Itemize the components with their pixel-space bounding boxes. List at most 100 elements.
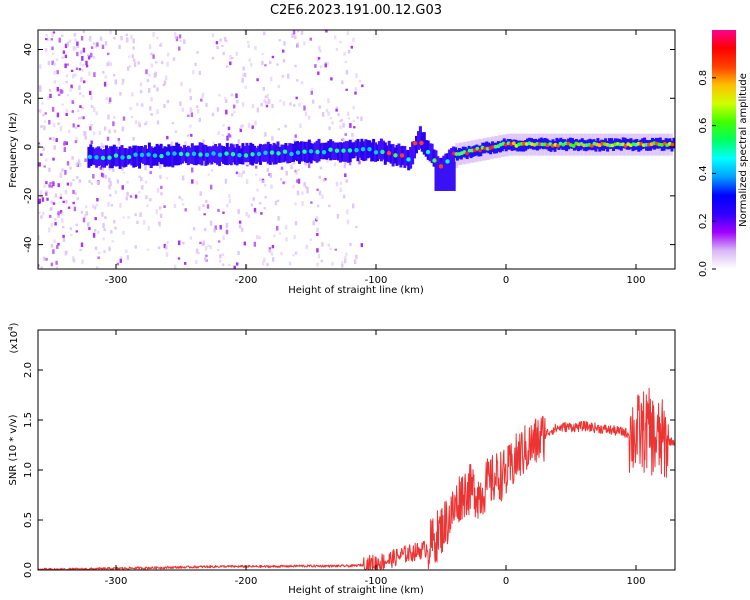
spectrogram-ridge bbox=[292, 143, 296, 162]
spectrogram-speckle bbox=[170, 141, 173, 147]
spectrogram-speckle bbox=[244, 85, 247, 89]
spectrogram-speckle bbox=[39, 64, 42, 69]
spectrogram-speckle bbox=[330, 77, 333, 81]
spectrogram-speckle bbox=[100, 142, 103, 148]
spectrogram-speckle bbox=[316, 188, 319, 191]
spectrogram-ridge bbox=[450, 161, 454, 191]
spectrogram-speckle bbox=[72, 73, 75, 79]
spectrogram-speckle bbox=[78, 117, 81, 120]
spectrogram-speckle bbox=[45, 38, 48, 41]
spectrogram-speckle bbox=[52, 181, 55, 187]
spectrogram-speckle bbox=[248, 58, 251, 62]
spectrogram-ridge bbox=[175, 142, 179, 166]
spectrogram-speckle bbox=[66, 41, 70, 47]
spectrogram-speckle bbox=[326, 157, 329, 163]
spectrogram-core bbox=[341, 148, 346, 153]
spectrogram-speckle bbox=[163, 243, 166, 249]
spectrogram-speckle bbox=[107, 52, 110, 56]
spectrogram-speckle bbox=[74, 192, 77, 195]
spectrogram-speckle bbox=[42, 256, 46, 261]
spectrogram-speckle bbox=[144, 122, 147, 126]
spectrogram-speckle bbox=[79, 105, 82, 108]
spectrogram-speckle bbox=[82, 94, 85, 98]
spectrogram-speckle bbox=[114, 79, 117, 85]
spectrogram-speckle bbox=[339, 125, 342, 130]
spectrogram-speckle bbox=[324, 61, 327, 64]
spectrogram-speckle bbox=[300, 31, 304, 35]
spectrogram-speckle bbox=[70, 84, 73, 89]
spectrogram-speckle bbox=[87, 55, 91, 60]
spectrogram-speckle bbox=[320, 65, 323, 69]
spectrogram-speckle bbox=[247, 122, 251, 128]
spectrogram-ridge bbox=[344, 141, 348, 162]
spectrogram-ridge bbox=[364, 139, 368, 161]
spectrogram-ridge bbox=[485, 141, 489, 153]
spectrogram-speckle bbox=[49, 207, 52, 211]
spectrogram-speckle bbox=[236, 99, 239, 104]
spectrogram-core bbox=[540, 142, 545, 147]
spectrogram-speckle bbox=[43, 184, 46, 188]
spectrogram-speckle bbox=[77, 124, 80, 128]
spectrogram-speckle bbox=[126, 37, 129, 43]
spectrogram-speckle bbox=[166, 61, 169, 67]
spectrogram-speckle bbox=[79, 92, 82, 95]
spectrogram-speckle bbox=[95, 204, 98, 207]
spectrogram-speckle bbox=[290, 164, 293, 170]
spectrogram-speckle bbox=[90, 140, 93, 144]
spectrogram-ridge bbox=[311, 143, 315, 161]
spectrogram-speckle bbox=[235, 171, 239, 175]
spectrogram-speckle bbox=[109, 30, 112, 35]
spectrogram-core bbox=[185, 152, 190, 157]
spectrogram-core bbox=[204, 152, 210, 157]
spectrogram-speckle bbox=[50, 244, 54, 248]
spectrogram-speckle bbox=[88, 71, 91, 76]
spectrogram-speckle bbox=[312, 220, 315, 226]
spectrogram-speckle bbox=[146, 79, 150, 83]
spectrogram-speckle bbox=[235, 51, 238, 56]
spectrogram-speckle bbox=[43, 125, 46, 131]
spectrogram-speckle bbox=[81, 259, 84, 265]
spectrogram-speckle bbox=[50, 185, 53, 188]
spectrogram-speckle bbox=[271, 55, 275, 59]
spectrogram-speckle bbox=[205, 102, 208, 107]
spectrogram-speckle bbox=[165, 251, 169, 257]
spectrogram-speckle bbox=[65, 199, 68, 204]
spectrogram-speckle bbox=[282, 49, 285, 53]
spectrogram-speckle bbox=[343, 139, 346, 145]
spectrogram-speckle bbox=[92, 204, 95, 208]
spectrogram-speckle bbox=[120, 36, 123, 41]
spectrogram-speckle bbox=[74, 140, 78, 144]
spectrogram-speckle bbox=[52, 157, 55, 161]
spectrogram-speckle bbox=[181, 107, 184, 112]
spectrogram-speckle bbox=[263, 31, 266, 36]
spectrogram-speckle bbox=[206, 204, 210, 209]
snr-x-axis: -300 -200 -100 0 100 bbox=[105, 330, 646, 587]
spectrogram-core bbox=[120, 155, 125, 160]
spectrogram-speckle bbox=[345, 179, 348, 183]
spectrogram-speckle bbox=[327, 111, 330, 116]
spectrogram-x-tick-label: -200 bbox=[235, 275, 258, 286]
spectrogram-speckle bbox=[119, 258, 122, 263]
spectrogram-speckle bbox=[265, 104, 269, 108]
spectrogram-ridge bbox=[571, 138, 574, 149]
spectrogram-speckle bbox=[335, 108, 338, 112]
colorbar-tick-label: 0.6 bbox=[698, 118, 709, 134]
spectrogram-core bbox=[386, 150, 392, 156]
spectrogram-speckle bbox=[199, 191, 202, 196]
spectrogram-speckle bbox=[264, 95, 268, 98]
spectrogram-ridge bbox=[405, 149, 409, 166]
spectrogram-speckle bbox=[57, 211, 60, 216]
spectrogram-ridge bbox=[424, 140, 428, 157]
spectrogram-speckle bbox=[108, 184, 111, 190]
spectrogram-speckle bbox=[136, 220, 139, 224]
spectrogram-speckle bbox=[48, 120, 51, 125]
spectrogram-speckle bbox=[284, 225, 288, 230]
spectrogram-speckle bbox=[184, 208, 187, 212]
spectrogram-speckle bbox=[62, 238, 66, 242]
spectrogram-speckle bbox=[310, 90, 313, 95]
spectrogram-speckle bbox=[166, 135, 169, 140]
spectrogram-speckle bbox=[182, 203, 185, 206]
spectrogram-speckle bbox=[318, 190, 322, 196]
spectrogram-speckle bbox=[130, 34, 133, 40]
spectrogram-speckle bbox=[318, 175, 321, 179]
